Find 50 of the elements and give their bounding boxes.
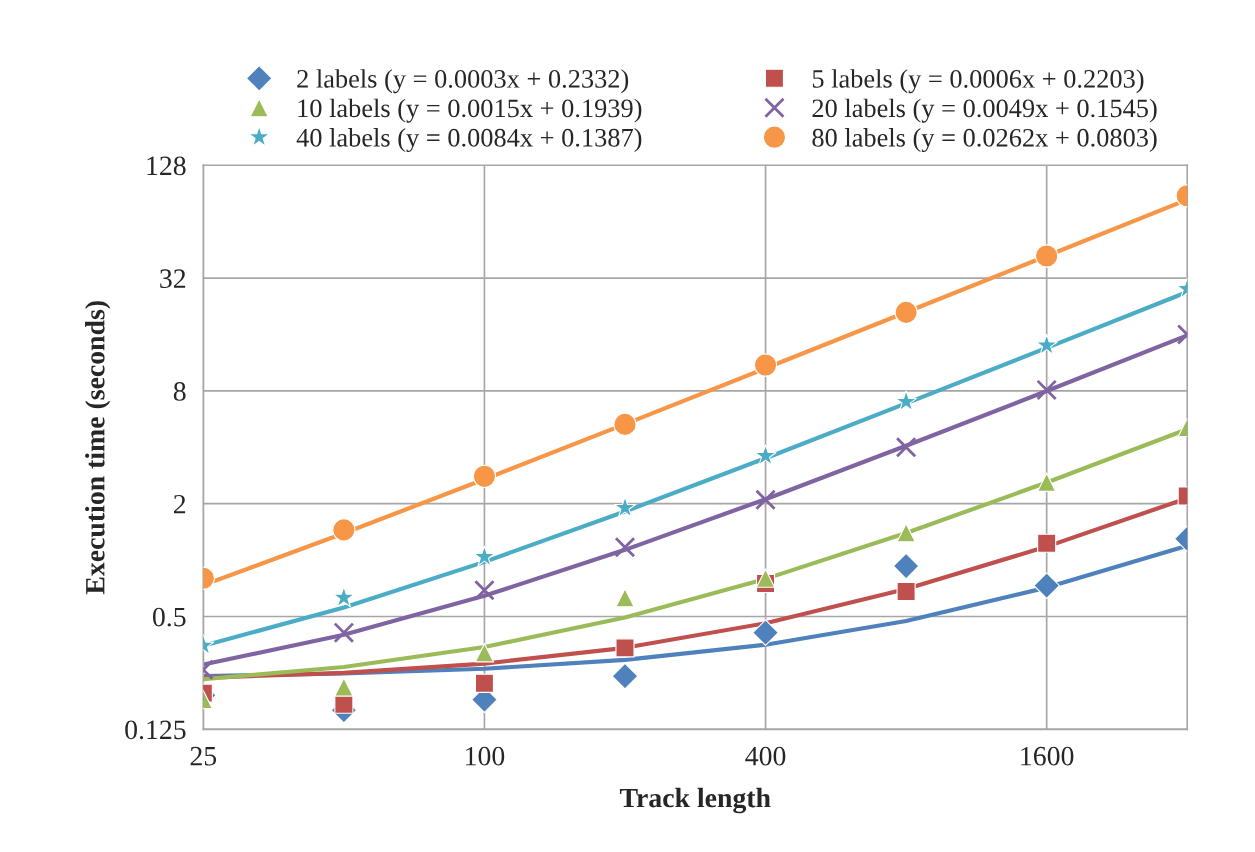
point [896, 581, 916, 602]
point [1036, 379, 1058, 401]
x-tick-label: 400 [745, 746, 786, 766]
point [615, 588, 635, 608]
legend-label: 40 labels (y = 0.0084x + 0.1387) [296, 128, 642, 153]
point [332, 586, 355, 608]
x-tick-label: 100 [466, 746, 505, 766]
legend-label: 20 labels (y = 0.0049x + 0.1545) [812, 98, 1157, 123]
point [892, 552, 920, 580]
point [752, 619, 779, 646]
y-tick-label: 0.125 [125, 720, 186, 740]
point [474, 579, 495, 601]
point [896, 523, 916, 543]
y-tick-label: 2 [173, 494, 186, 514]
point [894, 390, 918, 412]
point [334, 677, 354, 697]
point [1037, 533, 1057, 553]
point [1035, 333, 1058, 355]
point [332, 518, 356, 542]
point [755, 489, 776, 511]
y-axis-title: Execution time (seconds) [85, 301, 111, 595]
legend-label: 5 labels (y = 0.0006x + 0.2203) [812, 69, 1144, 94]
point [1033, 572, 1060, 600]
legend-label: 2 labels (y = 0.0003x + 0.2332) [297, 69, 629, 94]
y-tick-label: 8 [173, 382, 186, 401]
x-tick-label: 1600 [1021, 746, 1074, 766]
point [894, 300, 918, 325]
point [473, 545, 496, 567]
y-tick-label: 32 [160, 269, 186, 288]
point [753, 353, 778, 377]
point [474, 673, 495, 693]
x-tick-label: 25 [190, 746, 217, 766]
point [613, 412, 637, 437]
point [614, 536, 636, 558]
point [472, 464, 497, 488]
legend-label: 80 labels (y = 0.0262x + 0.0803) [812, 128, 1157, 153]
x-axis-title: Track length [619, 787, 771, 814]
point [755, 568, 776, 588]
point [1035, 244, 1059, 268]
point [611, 662, 639, 690]
point [895, 436, 917, 458]
point [1037, 472, 1057, 492]
point [613, 496, 637, 518]
point [754, 444, 777, 466]
y-tick-label: 0.5 [152, 607, 186, 627]
y-tick-label: 128 [147, 156, 186, 176]
legend-label: 10 labels (y = 0.0015x + 0.1939) [298, 98, 642, 123]
point [333, 622, 355, 644]
point [615, 638, 635, 658]
point [474, 643, 495, 663]
